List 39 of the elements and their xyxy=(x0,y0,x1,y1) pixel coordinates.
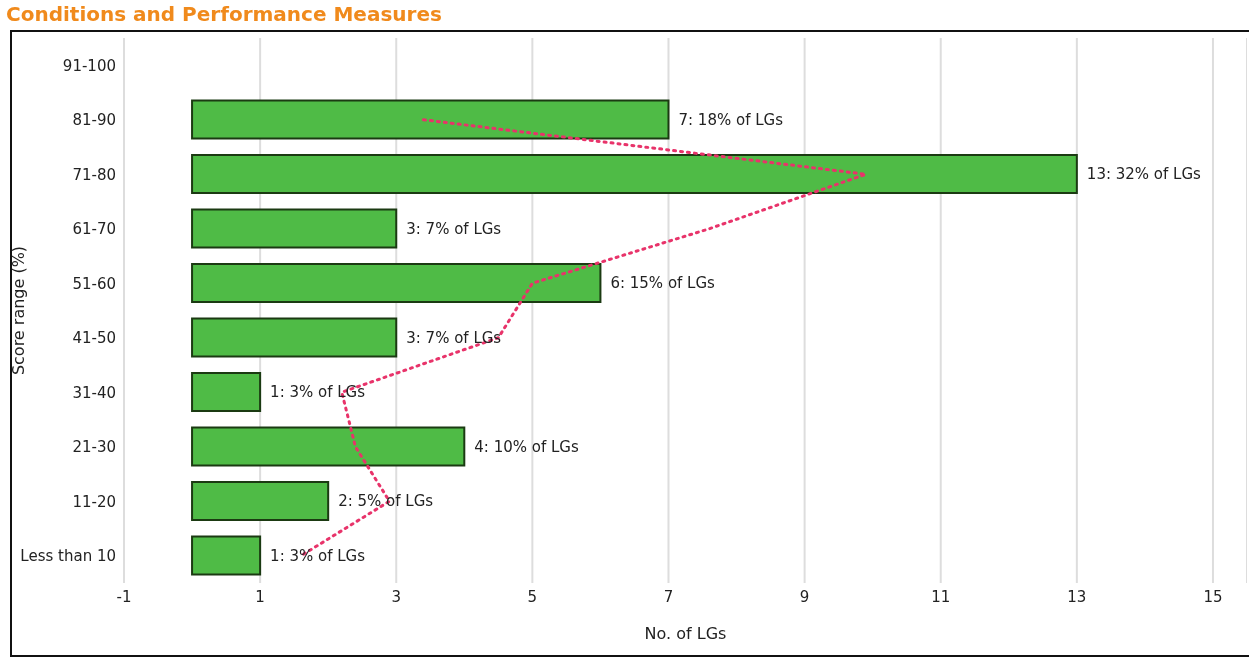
x-tick-label: -1 xyxy=(116,587,132,606)
y-tick-label: 41-50 xyxy=(72,329,116,348)
y-tick-label: 21-30 xyxy=(72,438,116,457)
y-tick-label: 61-70 xyxy=(72,220,116,239)
x-tick-label: 15 xyxy=(1203,587,1223,606)
data-label: 13: 32% of LGs xyxy=(1086,165,1202,183)
y-tick-label: 81-90 xyxy=(72,111,116,130)
bar xyxy=(191,317,398,358)
data-label: 3: 7% of LGs xyxy=(406,219,502,238)
y-tick-label: 91-100 xyxy=(62,56,116,75)
x-tick-label: 9 xyxy=(799,587,810,606)
data-label: 1: 3% of LGs xyxy=(270,546,366,565)
x-tick-label: 11 xyxy=(931,587,951,606)
y-tick-label: 71-80 xyxy=(72,165,116,184)
x-tick-label: 7 xyxy=(663,587,674,606)
bar xyxy=(191,372,262,412)
bar xyxy=(191,99,670,140)
x-axis-title: No. of LGs xyxy=(644,624,727,643)
y-axis-title: Score range (%) xyxy=(8,245,28,376)
bar xyxy=(191,481,330,521)
bar xyxy=(191,154,1078,194)
x-tick-label: 5 xyxy=(527,587,538,606)
data-label: 6: 15% of LGs xyxy=(610,274,716,292)
data-label: 4: 10% of LGs xyxy=(474,437,579,456)
data-label: 3: 7% of LGs xyxy=(406,328,502,347)
data-label: 7: 18% of LGs xyxy=(678,110,784,129)
x-tick-label: 13 xyxy=(1067,587,1087,606)
y-tick-label: 11-20 xyxy=(72,492,116,511)
chart-title: Conditions and Performance Measures xyxy=(6,2,442,26)
bar xyxy=(191,208,398,249)
bar xyxy=(191,263,602,303)
y-tick-label: Less than 10 xyxy=(20,547,116,566)
data-label: 2: 5% of LGs xyxy=(338,492,434,510)
bar xyxy=(191,535,262,576)
bar xyxy=(191,426,466,467)
x-tick-label: 1 xyxy=(255,587,265,606)
y-tick-label: 31-40 xyxy=(72,383,116,402)
x-tick-label: 3 xyxy=(391,587,402,606)
y-tick-label: 51-60 xyxy=(72,274,116,293)
